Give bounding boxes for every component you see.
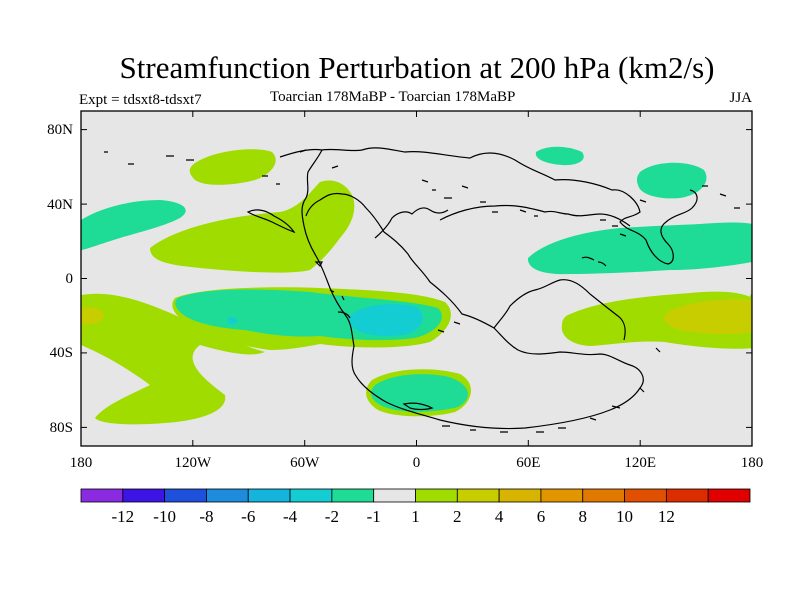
island-north-pacific [246, 209, 296, 234]
colorbar-box-10 [498, 488, 542, 503]
figure-title: Streamfunction Perturbation at 200 hPa (… [119, 50, 715, 85]
island-east-tropic [581, 256, 607, 267]
colorbar-label: -2 [325, 507, 339, 526]
positive-anomaly-south-pacific [81, 293, 265, 425]
lat-label-40s: 40S [50, 345, 73, 361]
lat-tick-labels: 80N 40N 0 40S 80S [47, 122, 73, 436]
colorbar-box-12 [582, 488, 625, 503]
colorbar-box-5 [289, 488, 333, 503]
colorbar-label: 1 [411, 507, 420, 526]
contour-fill-layer [81, 146, 752, 425]
lon-label-180-east: 180 [741, 455, 764, 471]
colorbar-label: -4 [283, 507, 298, 526]
colorbar-label: -10 [153, 507, 176, 526]
lat-label-40n: 40N [47, 197, 73, 213]
colorbar-boxes [80, 488, 751, 503]
colorbar-label: -12 [111, 507, 134, 526]
lat-label-80s: 80S [50, 420, 73, 436]
negative-anomaly-arctic [535, 146, 584, 166]
colorbar-box-13 [624, 488, 667, 503]
colorbar: -12 -10 -8 -6 -4 -2 -1 1 2 4 6 8 10 12 [80, 488, 751, 526]
colorbar-box-0 [80, 488, 124, 503]
lon-label-180-west: 180 [70, 455, 93, 471]
lat-label-80n: 80N [47, 122, 73, 138]
lon-label-120e: 120E [624, 455, 656, 471]
colorbar-label: -1 [367, 507, 381, 526]
lat-tick-marks [81, 129, 752, 428]
colorbar-box-9 [456, 488, 500, 503]
colorbar-box-14 [665, 488, 709, 503]
colorbar-label: -8 [199, 507, 213, 526]
colorbar-box-6 [331, 488, 375, 503]
negative-anomaly-south-atlantic [370, 374, 468, 412]
coast-inland-north [374, 207, 449, 239]
lon-tick-labels: 180 120W 60W 0 60E 120E 180 [70, 455, 764, 471]
colorbar-box-4 [247, 488, 291, 503]
colorbar-box-3 [206, 488, 249, 503]
negative-anomaly-tropical-indian-pacific [527, 222, 752, 275]
island-cluster-arctic [104, 149, 339, 185]
colorbar-label: 2 [453, 507, 462, 526]
experiment-label: Expt = tdsxt8-tdsxt7 [79, 92, 202, 108]
island-cluster-asia [600, 185, 740, 237]
colorbar-label: 10 [616, 507, 633, 526]
negative-anomaly-north-pacific-west [81, 200, 186, 250]
colorbar-box-1 [122, 488, 166, 503]
island-west-south-america [337, 311, 351, 319]
colorbar-label: 6 [537, 507, 546, 526]
period-label: Toarcian 178MaBP - Toarcian 178MaBP [270, 89, 516, 105]
coast-tethys [439, 204, 631, 227]
lon-label-120w: 120W [174, 455, 212, 471]
island-south-america-strait [402, 402, 434, 411]
strong-positive-anomaly-south-pacific [81, 307, 104, 325]
strong-positive-anomaly-west-pacific [664, 299, 752, 335]
lat-label-0: 0 [66, 271, 74, 287]
strong-negative-anomaly-atlantic [349, 304, 423, 336]
positive-anomaly-north-pacific [189, 149, 276, 185]
colorbar-box-7 [373, 488, 416, 503]
colorbar-box-15 [707, 488, 751, 503]
colorbar-box-11 [540, 488, 584, 503]
colorbar-box-2 [164, 488, 207, 503]
island-cluster-pacific-south [314, 261, 461, 333]
coast-south-pangea [305, 192, 644, 430]
island-cluster-south [442, 347, 661, 433]
coast-north-pangea [279, 147, 698, 265]
lon-label-60e: 60E [516, 455, 540, 471]
lon-label-60w: 60W [290, 455, 320, 471]
coast-west-pangea [301, 149, 355, 347]
colorbar-label: 12 [658, 507, 675, 526]
coastlines [104, 147, 740, 433]
island-cluster-central-north [421, 179, 538, 217]
colorbar-label: 4 [495, 507, 504, 526]
coast-east-pangea [493, 279, 626, 341]
negative-anomaly-northwest-pacific [636, 162, 707, 199]
colorbar-labels: -12 -10 -8 -6 -4 -2 -1 1 2 4 6 8 10 12 [111, 507, 674, 526]
lon-label-0: 0 [413, 455, 421, 471]
lon-tick-marks [80, 111, 753, 446]
colorbar-box-8 [415, 488, 458, 503]
season-label: JJA [729, 90, 752, 106]
strong-negative-anomaly-small [228, 317, 238, 325]
colorbar-label: 8 [579, 507, 588, 526]
colorbar-label: -6 [241, 507, 255, 526]
